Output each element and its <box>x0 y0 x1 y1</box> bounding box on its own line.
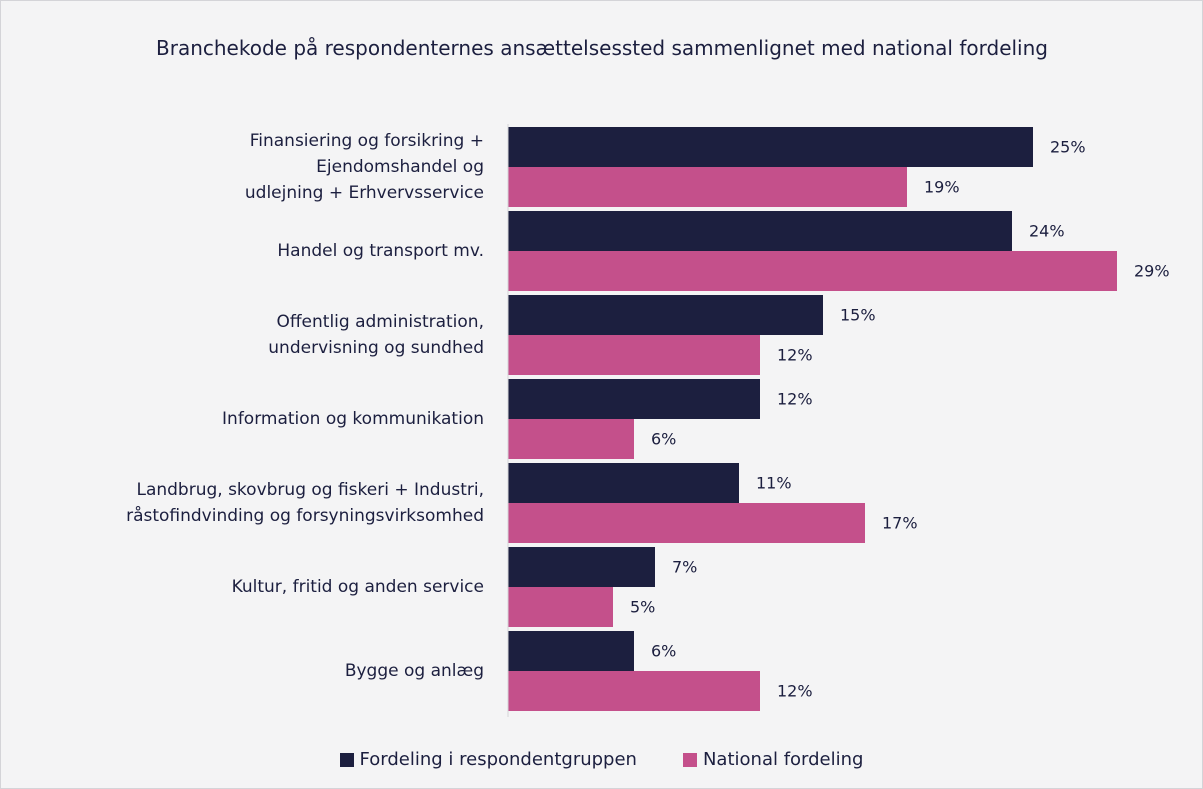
bar <box>508 631 634 671</box>
bar <box>508 251 1117 291</box>
bar <box>508 463 739 503</box>
legend-label: National fordeling <box>702 749 864 770</box>
data-label: 29% <box>1134 262 1170 281</box>
bar <box>508 211 1012 251</box>
category-label: Offentlig administration, undervisning o… <box>268 312 484 358</box>
category-label: Bygge og anlæg <box>344 661 484 681</box>
legend: Fordeling i respondentgruppen National fo… <box>1 749 1202 770</box>
data-label: 12% <box>777 346 813 365</box>
legend-swatch <box>339 752 354 767</box>
legend-swatch <box>682 752 697 767</box>
data-label: 7% <box>672 558 697 577</box>
data-label: 25% <box>1050 138 1086 157</box>
legend-item: National fordeling <box>682 749 864 770</box>
category-label: Finansiering og forsikring + Ejendomshan… <box>244 131 484 203</box>
category-label: Information og kommunikation <box>222 409 484 429</box>
bar <box>508 335 760 375</box>
bar <box>508 167 907 207</box>
data-label: 17% <box>882 514 918 533</box>
legend-label: Fordeling i respondentgruppen <box>359 749 637 770</box>
bar <box>508 671 760 711</box>
chart-title: Branchekode på respondenternes ansættels… <box>156 36 1048 60</box>
data-label: 12% <box>777 682 813 701</box>
data-label: 6% <box>651 642 676 661</box>
data-label: 24% <box>1029 222 1065 241</box>
data-label: 19% <box>924 178 960 197</box>
category-label: Kultur, fritid og anden service <box>231 577 484 597</box>
legend-item: Fordeling i respondentgruppen <box>339 749 637 770</box>
data-label: 11% <box>756 474 792 493</box>
bar <box>508 379 760 419</box>
data-label: 12% <box>777 390 813 409</box>
bar <box>508 127 1033 167</box>
data-label: 5% <box>630 598 655 617</box>
category-label: Landbrug, skovbrug og fiskeri + Industri… <box>126 480 484 526</box>
bar <box>508 419 634 459</box>
data-label: 15% <box>840 306 876 325</box>
bar <box>508 503 865 543</box>
category-label: Handel og transport mv. <box>277 241 484 261</box>
data-label: 6% <box>651 430 676 449</box>
bar <box>508 587 613 627</box>
bar <box>508 547 655 587</box>
bar <box>508 295 823 335</box>
